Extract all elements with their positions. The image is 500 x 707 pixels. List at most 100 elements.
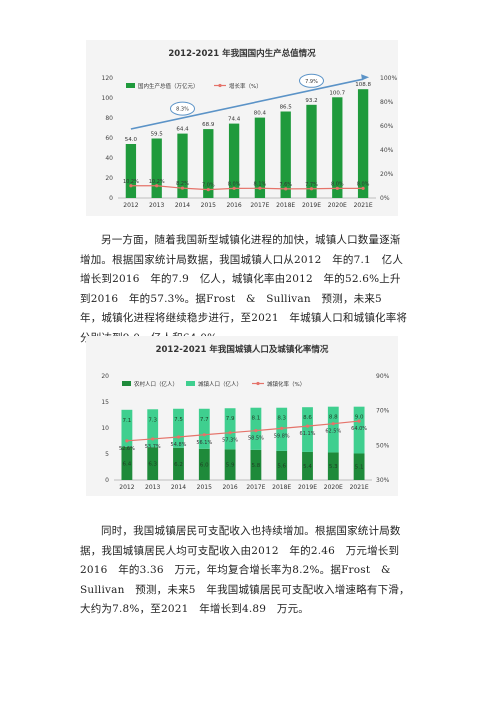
chart-title: 2012-2021 年我国国内生产总值情况 <box>168 48 316 59</box>
y2-tick-label: 40% <box>380 147 394 154</box>
urban-population-chart-figure: 2012-2021 年我国城镇人口及城镇化率情况 0 5 10 15 20 30% 50% 70… <box>86 336 398 496</box>
growth-rate-label: 10.2% <box>123 179 139 185</box>
y-tick-label: 40 <box>105 155 113 162</box>
gdp-bar-label: 54.0 <box>125 137 138 143</box>
y2-tick-label: 70% <box>376 408 390 415</box>
x-tick-label: 2017E <box>250 202 269 209</box>
x-tick-label: 2017E <box>246 484 265 491</box>
y-tick-label: 0 <box>105 477 109 484</box>
gdp-bar <box>357 89 369 198</box>
growth-rate-point <box>335 186 339 190</box>
gdp-bar <box>306 104 317 198</box>
urbanization-rate-point <box>151 437 155 441</box>
growth-rate-label: 8.1% <box>254 181 267 187</box>
cagr-bubble-label: 7.9% <box>305 79 318 85</box>
urban-population-chart: 2012-2021 年我国城镇人口及城镇化率情况 0 5 10 15 20 30% 50% 70… <box>101 344 390 491</box>
y-tick-label: 15 <box>101 399 109 406</box>
rural-population-bar <box>173 447 184 480</box>
growth-rate-point <box>206 188 210 192</box>
y2-tick-label: 0% <box>380 195 390 202</box>
cagr-bubble <box>170 101 195 116</box>
x-tick-label: 2013 <box>149 202 164 209</box>
growth-rate-label: 10.2% <box>149 179 165 185</box>
urban-population-label: 8.1 <box>252 416 261 422</box>
urbanization-rate-point <box>357 419 361 423</box>
gdp-bar-label: 64.4 <box>176 127 189 133</box>
rural-population-bar <box>250 449 262 480</box>
legend-swatch-urban <box>186 381 195 386</box>
x-tick-label: 2021E <box>354 202 373 209</box>
x-tick-label: 2016 <box>226 202 241 209</box>
growth-rate-label: 7.6% <box>279 182 292 188</box>
urbanization-rate-label: 54.8% <box>171 442 187 448</box>
cagr-bubble-label: 8.3% <box>176 107 189 113</box>
y-tick-label: 80 <box>105 115 113 122</box>
growth-rate-label: 7.0% <box>202 183 215 189</box>
gdp-bar-label: 108.8 <box>355 82 371 88</box>
chart-title: 2012-2021 年我国城镇人口及城镇化率情况 <box>156 344 329 355</box>
growth-rate-label: 8.0% <box>228 181 241 187</box>
rural-population-label: 5.9 <box>226 463 235 469</box>
urban-population-label: 9.0 <box>355 415 364 421</box>
y2-tick-label: 80% <box>380 99 394 106</box>
x-tick-label: 2020E <box>324 484 343 491</box>
paragraph-1-text: 另一方面，随着我国新型城镇化进程的加快，城镇人口数量逐渐增加。根据国家统计局数据… <box>80 234 408 344</box>
growth-rate-point <box>129 184 133 188</box>
rural-population-label: 6.4 <box>123 461 132 467</box>
gdp-bar <box>280 111 291 198</box>
gdp-bar <box>203 129 214 198</box>
rural-population-label: 5.4 <box>303 464 312 470</box>
urbanization-rate-label: 61.1% <box>300 431 316 437</box>
gdp-bar <box>177 133 188 198</box>
gdp-bar <box>228 123 240 198</box>
y-tick-label: 5 <box>105 451 109 458</box>
rural-population-bar <box>327 452 339 480</box>
growth-rate-label: 7.7% <box>305 182 318 188</box>
x-tick-label: 2012 <box>119 484 134 491</box>
legend-swatch-gdp <box>126 83 135 88</box>
legend-swatch-rural <box>122 381 131 386</box>
gdp-chart-figure: 2012-2021 年我国国内生产总值情况 0 20 40 60 80 100 120 0% 20… <box>86 40 398 216</box>
rural-population-label: 6.0 <box>200 462 209 468</box>
y-tick-label: 60 <box>105 135 113 142</box>
y2-tick-label: 90% <box>376 373 390 380</box>
urban-population-bar <box>250 407 262 450</box>
urban-population-bar <box>173 408 184 448</box>
gdp-bar-label: 100.7 <box>329 90 345 96</box>
growth-rate-point <box>180 186 185 190</box>
y2-tick-label: 30% <box>376 477 390 484</box>
urban-population-bar <box>121 409 133 447</box>
urbanization-rate-point <box>254 429 258 433</box>
urbanization-rate-point <box>125 439 129 443</box>
growth-rate-point <box>155 184 159 188</box>
urban-population-bar <box>327 406 339 453</box>
urban-population-label: 7.3 <box>148 417 157 423</box>
x-tick-label: 2018E <box>272 484 291 491</box>
y-tick-label: 10 <box>101 425 109 432</box>
urbanization-rate-point <box>331 422 335 426</box>
growth-rate-label: 8.2% <box>176 181 189 187</box>
urbanization-rate-label: 58.5% <box>248 436 264 442</box>
legend-label-rural: 农村人口（亿人） <box>134 380 178 388</box>
urbanization-rate-label: 57.3% <box>222 438 238 444</box>
urban-population-bar <box>147 409 159 448</box>
gdp-bar-label: 59.5 <box>151 132 164 138</box>
urban-population-label: 8.8 <box>329 415 338 421</box>
rural-population-bar <box>276 450 288 480</box>
rural-population-label: 5.3 <box>329 464 338 470</box>
trend-arrow-head <box>361 74 370 81</box>
paragraph-urbanization: 另一方面，随着我国新型城镇化进程的加快，城镇人口数量逐渐增加。根据国家统计局数据… <box>80 231 410 348</box>
paragraph-income: 同时，我国城镇居民可支配收入也持续增加。根据国家统计局数据，我国城镇居民人均可支… <box>80 522 410 620</box>
x-tick-label: 2014 <box>175 202 190 209</box>
y-tick-label: 100 <box>102 95 114 102</box>
x-tick-label: 2020E <box>328 202 347 209</box>
x-tick-label: 2014 <box>171 484 186 491</box>
x-tick-label: 2018E <box>276 202 295 209</box>
x-tick-label: 2019E <box>302 202 321 209</box>
rural-population-bar <box>224 449 236 480</box>
y2-tick-label: 60% <box>380 123 394 130</box>
urbanization-rate-label: 64.0% <box>351 426 367 432</box>
x-tick-label: 2012 <box>123 202 138 209</box>
y-tick-label: 20 <box>101 373 109 380</box>
